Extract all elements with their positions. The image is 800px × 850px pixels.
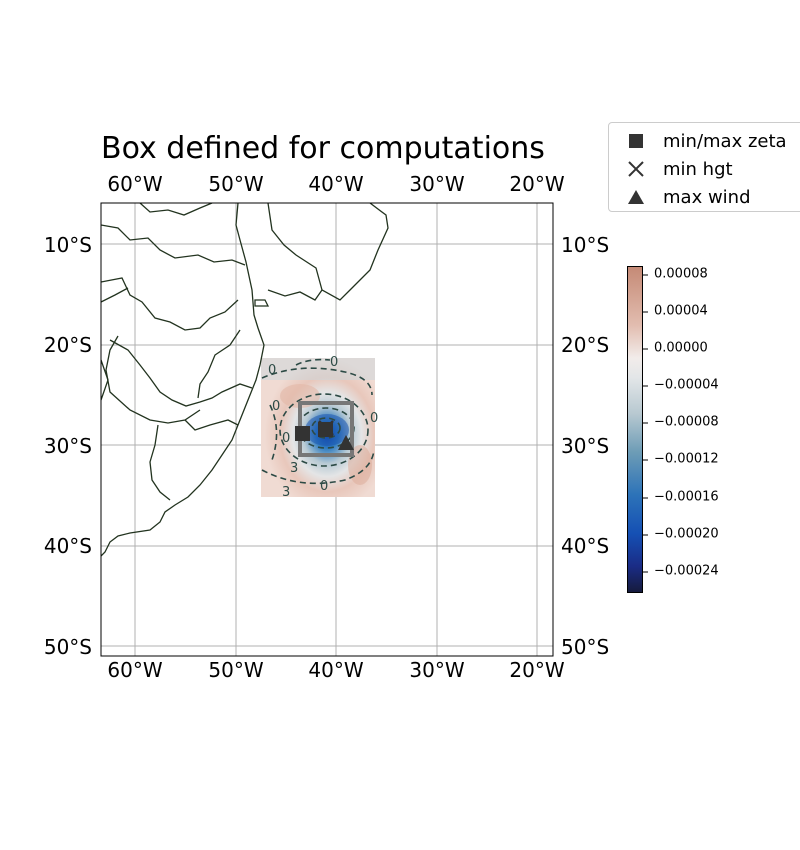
legend-item-min-max-zeta: min/max zeta — [609, 129, 787, 153]
lon-tick-bottom: 20°W — [509, 658, 565, 682]
legend-label: min hgt — [663, 158, 733, 180]
legend: min/max zeta min hgt max wind — [608, 122, 800, 212]
triangle-marker-icon — [609, 189, 663, 205]
x-marker-icon — [609, 160, 663, 178]
lat-tick-right: 10°S — [561, 233, 610, 257]
contour-label: 0 — [330, 355, 338, 370]
coastlines-borders — [101, 203, 389, 557]
contour-label: 0 — [370, 411, 378, 426]
lat-tick-right: 40°S — [561, 534, 610, 558]
map-axes-frame — [100, 202, 554, 657]
lat-tick-left: 30°S — [43, 434, 92, 458]
contour-label: 0 — [272, 399, 280, 414]
colorbar-tick: 0.00000 — [643, 340, 708, 356]
legend-item-min-hgt: min hgt — [609, 157, 733, 181]
colorbar-tick: −0.00012 — [643, 451, 719, 467]
lon-tick-bottom: 60°W — [107, 658, 163, 682]
contour-label: 0 — [320, 479, 328, 494]
lon-tick-top: 30°W — [409, 172, 465, 196]
lon-tick-bottom: 40°W — [308, 658, 364, 682]
min-max-zeta-marker — [295, 426, 310, 441]
lon-tick-top: 50°W — [208, 172, 264, 196]
colorbar-tick: −0.00020 — [643, 526, 719, 542]
lon-tick-top: 20°W — [509, 172, 565, 196]
lat-tick-left: 50°S — [43, 635, 92, 659]
contour-label: 0 — [282, 431, 290, 446]
max-wind-marker — [338, 435, 354, 450]
colorbar-tick: −0.00024 — [643, 563, 719, 579]
markers — [295, 420, 354, 450]
lat-tick-right: 30°S — [561, 434, 610, 458]
legend-label: max wind — [663, 186, 751, 208]
legend-item-max-wind: max wind — [609, 185, 751, 209]
lon-tick-top: 40°W — [308, 172, 364, 196]
colorbar-tick: 0.00004 — [643, 303, 708, 319]
legend-label: min/max zeta — [663, 130, 787, 152]
lat-tick-right: 50°S — [561, 635, 610, 659]
lat-tick-left: 40°S — [43, 534, 92, 558]
lon-tick-bottom: 50°W — [208, 658, 264, 682]
colorbar — [627, 266, 643, 593]
colorbar-tick: −0.00004 — [643, 377, 719, 393]
lat-tick-left: 10°S — [43, 233, 92, 257]
contour-label-group: 0 0 0 3 3 0 0 0 — [268, 355, 378, 500]
contour-label: 0 — [268, 363, 276, 378]
contour-label: 3 — [282, 485, 290, 500]
map-title: Box defined for computations — [101, 131, 545, 166]
lat-tick-left: 20°S — [43, 333, 92, 357]
contour-label: 3 — [290, 461, 298, 476]
lon-tick-top: 60°W — [107, 172, 163, 196]
lon-tick-bottom: 30°W — [409, 658, 465, 682]
colorbar-tick: −0.00008 — [643, 414, 719, 430]
colorbar-tick: 0.00008 — [643, 266, 708, 282]
lat-tick-right: 20°S — [561, 333, 610, 357]
square-marker-icon — [609, 133, 663, 149]
colorbar-tick: −0.00016 — [643, 489, 719, 505]
